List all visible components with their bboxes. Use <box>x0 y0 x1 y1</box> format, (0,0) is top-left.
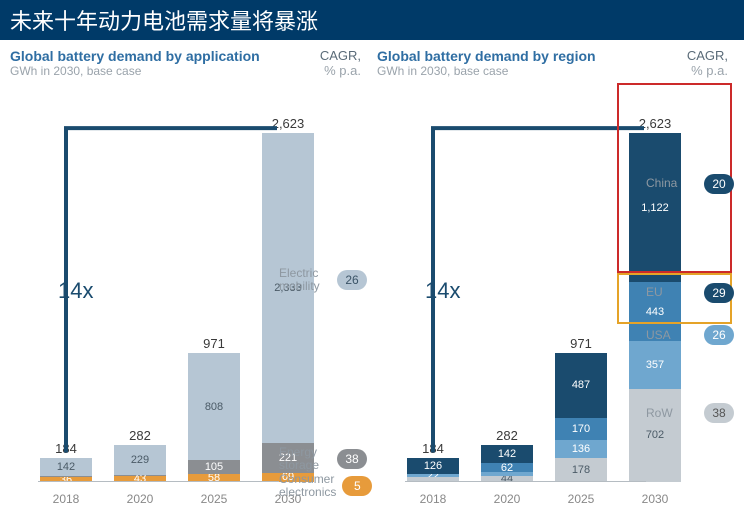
panel-application: Global battery demand by application GWh… <box>10 48 367 510</box>
growth-multiplier: 14x <box>58 278 93 304</box>
bar-segment: 170 <box>555 418 607 441</box>
bar-stack: 4310229 <box>114 445 166 483</box>
bar-segment: 136 <box>555 440 607 458</box>
bar-stack: 36142 <box>40 458 92 482</box>
bar-segment: 178 <box>555 458 607 482</box>
bar-column: 971 58105808 <box>188 336 240 482</box>
bar-stack: 58105808 <box>188 353 240 482</box>
bar-total-label: 971 <box>203 336 225 351</box>
cagr-header: CAGR,% p.a. <box>320 48 361 78</box>
legend-label: RoW <box>646 407 698 420</box>
cagr-pill: 29 <box>704 283 734 303</box>
bar-segment: 126 <box>407 458 459 475</box>
x-axis: 2018202020252030 <box>40 492 314 506</box>
bar-segment: 62 <box>481 463 533 471</box>
legend-item: Energy storage 38 <box>279 446 367 472</box>
chart-title: Global battery demand by region <box>377 48 596 64</box>
chart-header: Global battery demand by application GWh… <box>10 48 367 78</box>
bar-segment: 142 <box>481 445 533 464</box>
cagr-pill: 26 <box>704 325 734 345</box>
bar-column: 282 4310229 <box>114 428 166 483</box>
cagr-header: CAGR,% p.a. <box>687 48 728 78</box>
cagr-pill: 38 <box>337 449 367 469</box>
bar-column: 184 22126 <box>407 441 459 482</box>
cagr-pill: 20 <box>704 174 734 194</box>
page-title: 未来十年动力电池需求量将暴涨 <box>0 0 744 40</box>
legend-item: Electric mobility 26 <box>279 267 367 293</box>
cagr-pill: 26 <box>337 270 367 290</box>
bar-stack: 178136170487 <box>555 353 607 482</box>
x-label: 2025 <box>188 492 240 506</box>
chart-header: Global battery demand by region GWh in 2… <box>377 48 734 78</box>
legend: Electric mobility26Energy storage38Consu… <box>279 102 367 482</box>
legend-item: USA 26 <box>646 325 734 345</box>
bar-segment: 487 <box>555 353 607 418</box>
legend-item: EU 29 <box>646 283 734 303</box>
x-label: 2020 <box>114 492 166 506</box>
panel-region: Global battery demand by region GWh in 2… <box>377 48 734 510</box>
x-axis: 2018 2020 2025 2030 <box>407 492 681 506</box>
cagr-pill: 5 <box>342 476 372 496</box>
chart-title: Global battery demand by application <box>10 48 260 64</box>
chart-subtitle: GWh in 2030, base case <box>10 64 260 78</box>
bar-segment: 808 <box>188 353 240 460</box>
legend-label: Energy storage <box>279 446 331 472</box>
bar-column: 971 178136170487 <box>555 336 607 482</box>
legend-item: RoW 38 <box>646 403 734 423</box>
charts-container: Global battery demand by application GWh… <box>0 40 744 510</box>
legend: China 20 EU 29 USA 26 RoW 38 <box>646 102 734 482</box>
bar-stack: 4462142 <box>481 445 533 482</box>
chart-subtitle: GWh in 2030, base case <box>377 64 596 78</box>
bar-total-label: 282 <box>129 428 151 443</box>
legend-item: Consumer electronics5 <box>279 473 367 499</box>
x-label: 2025 <box>555 492 607 506</box>
bar-segment: 229 <box>114 445 166 475</box>
legend-label: Consumer electronics <box>279 473 336 499</box>
bar-segment: 142 <box>40 458 92 477</box>
bar-segment: 105 <box>188 460 240 474</box>
bar-column: 184 36142 <box>40 441 92 482</box>
x-label: 2018 <box>407 492 459 506</box>
bar-column: 282 4462142 <box>481 428 533 482</box>
plot-area: 184361422824310229971581058082,623692212… <box>10 102 277 482</box>
x-label: 2030 <box>629 492 681 506</box>
bar-total-label: 184 <box>422 441 444 456</box>
legend-item: China 20 <box>646 174 734 194</box>
legend-label: China <box>646 177 698 190</box>
bar-stack: 22126 <box>407 458 459 482</box>
x-label: 2018 <box>40 492 92 506</box>
cagr-pill: 38 <box>704 403 734 423</box>
x-label: 2020 <box>481 492 533 506</box>
bar-total-label: 282 <box>496 428 518 443</box>
legend-label: USA <box>646 329 698 342</box>
growth-multiplier: 14x <box>425 278 460 304</box>
bar-total-label: 971 <box>570 336 592 351</box>
bar-total-label: 184 <box>55 441 77 456</box>
plot-area: 1842212628244621429711781361704872,62370… <box>377 102 644 482</box>
legend-label: EU <box>646 286 698 299</box>
legend-label: Electric mobility <box>279 267 331 293</box>
